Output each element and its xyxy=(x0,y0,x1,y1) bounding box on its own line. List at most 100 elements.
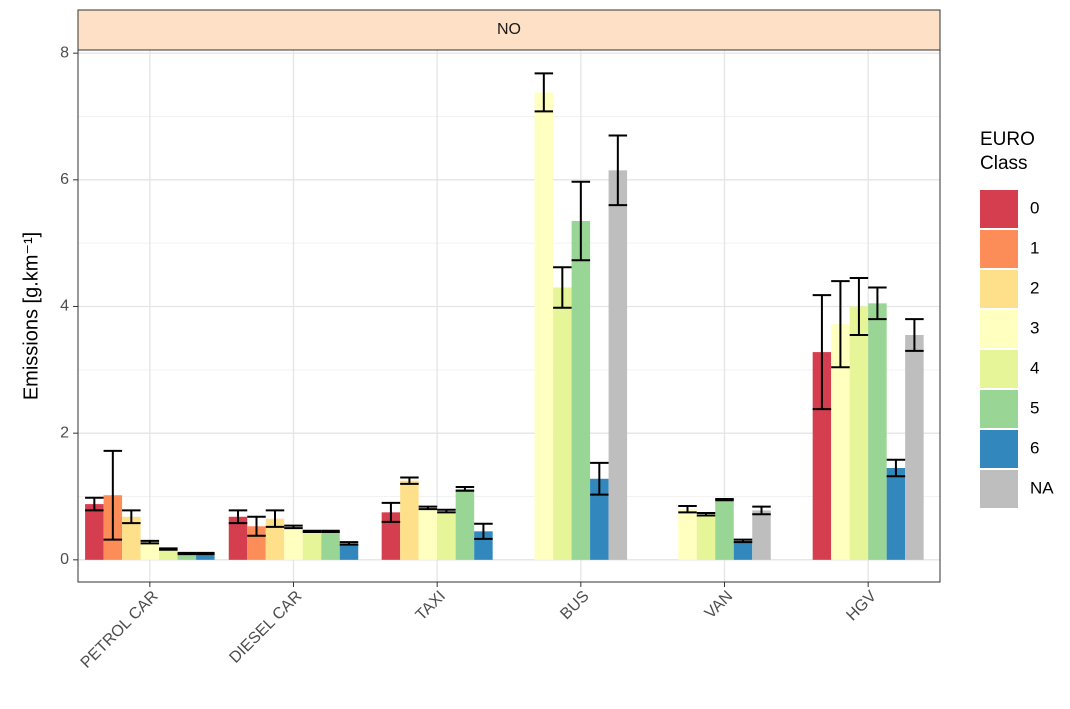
error-bar xyxy=(733,538,753,544)
legend-swatch xyxy=(980,390,1018,428)
error-bar xyxy=(474,522,493,540)
error-bar xyxy=(553,266,572,309)
error-bar xyxy=(122,509,141,525)
bar xyxy=(159,549,178,560)
legend-title: EURO xyxy=(980,129,1035,150)
error-bar xyxy=(302,529,322,533)
panel xyxy=(78,50,940,582)
error-bar xyxy=(159,547,178,551)
bar xyxy=(196,553,215,560)
error-bar xyxy=(400,476,419,485)
bar xyxy=(228,516,248,560)
bar xyxy=(590,478,609,560)
legend-label: 5 xyxy=(1030,398,1039,417)
error-bar xyxy=(321,529,340,533)
bar xyxy=(247,526,266,560)
bar xyxy=(553,287,572,560)
x-tick-label: TAXI xyxy=(413,588,449,624)
x-tick-label: VAN xyxy=(702,588,736,622)
y-axis-title: Emissions [g.km⁻¹] xyxy=(20,232,42,400)
error-bar xyxy=(140,539,160,545)
x-tick-label: DIESEL CAR xyxy=(226,588,305,667)
legend-swatch xyxy=(980,230,1018,268)
bar xyxy=(140,542,160,560)
bar xyxy=(608,170,628,560)
bar xyxy=(733,540,753,560)
legend-swatch xyxy=(980,350,1018,388)
legend-label: 1 xyxy=(1030,238,1039,257)
error-bar xyxy=(678,505,697,514)
bar xyxy=(177,553,197,560)
error-bar xyxy=(455,486,475,492)
error-bar xyxy=(265,509,285,528)
error-bar xyxy=(696,511,716,517)
error-bar xyxy=(868,286,887,321)
error-bar xyxy=(247,515,266,537)
bar xyxy=(418,507,438,560)
x-tick-label: PETROL CAR xyxy=(78,588,162,672)
bar xyxy=(812,352,832,560)
error-bar xyxy=(886,458,906,478)
y-tick-label: 4 xyxy=(60,298,69,315)
error-bar xyxy=(228,509,248,525)
bar xyxy=(849,306,869,560)
bar xyxy=(85,504,104,560)
bar xyxy=(831,324,850,560)
bar xyxy=(534,92,554,560)
bar xyxy=(437,511,456,560)
facet-strip xyxy=(77,9,941,51)
y-tick-label: 0 xyxy=(60,551,69,568)
error-bar xyxy=(85,496,104,512)
error-bar xyxy=(196,551,215,556)
bar xyxy=(321,531,340,560)
bar xyxy=(400,480,419,560)
error-bar xyxy=(381,501,401,523)
error-bar xyxy=(284,524,303,530)
y-tick-label: 8 xyxy=(60,44,69,61)
bar xyxy=(302,531,322,560)
panel-border xyxy=(77,49,941,583)
error-bar xyxy=(715,498,734,502)
legend-label: 6 xyxy=(1030,438,1039,457)
legend-swatch xyxy=(980,470,1018,508)
legend-swatch xyxy=(980,430,1018,468)
bar xyxy=(905,335,924,560)
legend-label: 0 xyxy=(1030,198,1039,217)
bar xyxy=(122,516,141,560)
bar xyxy=(752,510,771,560)
x-tick-label: BUS xyxy=(557,588,592,623)
facet-label: NO xyxy=(497,21,521,38)
bar xyxy=(886,468,906,560)
bar xyxy=(571,221,591,560)
bar xyxy=(265,518,285,560)
bar xyxy=(339,543,359,560)
y-tick-label: 6 xyxy=(60,171,69,188)
legend-swatch xyxy=(980,190,1018,228)
error-bar xyxy=(590,461,609,496)
bar xyxy=(868,303,887,560)
legend-label: 3 xyxy=(1030,318,1039,337)
error-bar xyxy=(849,277,869,336)
error-bar xyxy=(571,180,591,262)
bar xyxy=(284,526,303,560)
legend-swatch xyxy=(980,310,1018,348)
legend-swatch xyxy=(980,270,1018,308)
error-bar xyxy=(103,449,123,541)
error-bar xyxy=(812,294,832,411)
error-bar xyxy=(534,72,554,113)
legend-label: 2 xyxy=(1030,278,1039,297)
bar xyxy=(715,499,734,560)
bar xyxy=(678,509,697,560)
error-bar xyxy=(831,280,850,369)
error-bar xyxy=(905,318,924,352)
error-bar xyxy=(752,505,771,516)
error-bar xyxy=(339,541,359,546)
legend-title: Class xyxy=(980,153,1028,174)
bar xyxy=(455,488,475,560)
error-bar xyxy=(608,134,628,207)
x-tick-label: HGV xyxy=(843,588,880,625)
y-tick-label: 2 xyxy=(60,424,69,441)
bar xyxy=(696,514,716,560)
error-bar xyxy=(418,505,438,511)
